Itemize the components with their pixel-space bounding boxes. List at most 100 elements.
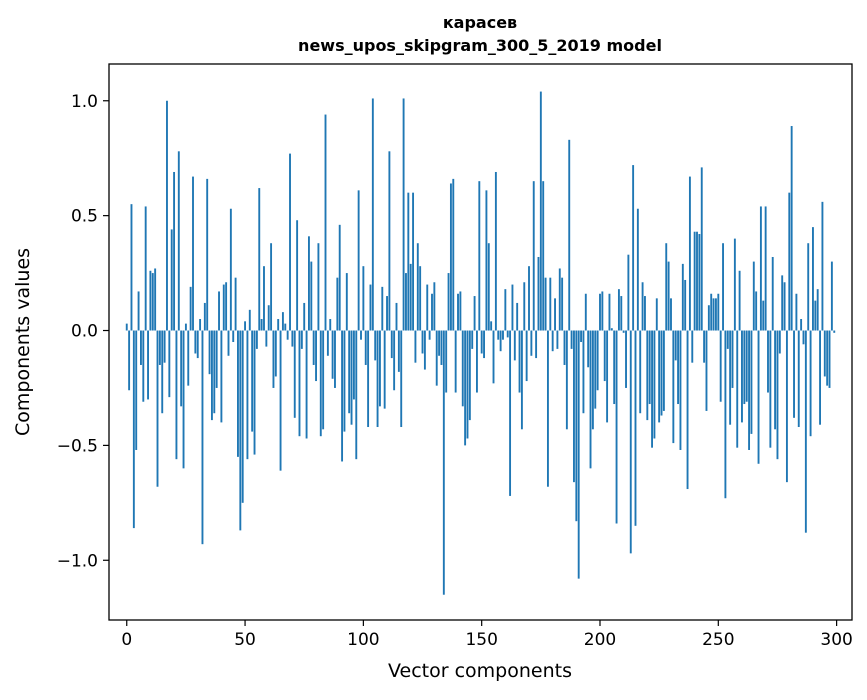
- bar: [823, 330, 826, 377]
- bar: [478, 181, 481, 331]
- bar: [310, 261, 313, 331]
- bar: [158, 330, 161, 365]
- bar: [821, 201, 824, 331]
- bar: [215, 330, 218, 388]
- x-tick-label: 250: [702, 630, 734, 650]
- bar: [338, 224, 341, 331]
- bar: [556, 330, 559, 349]
- bar: [168, 330, 171, 398]
- bar: [499, 330, 502, 352]
- bar: [705, 330, 708, 411]
- y-tick-label: 1.0: [71, 92, 98, 112]
- bar: [826, 330, 829, 386]
- bar: [412, 192, 415, 331]
- bar: [201, 330, 204, 545]
- bar: [345, 273, 348, 331]
- x-tick-label: 100: [347, 630, 379, 650]
- bar: [833, 330, 836, 333]
- bar: [409, 263, 412, 331]
- bar: [222, 284, 225, 331]
- bar: [707, 305, 710, 331]
- bar: [800, 319, 803, 331]
- bar: [312, 330, 315, 365]
- bar: [244, 321, 246, 331]
- bar: [419, 266, 422, 331]
- y-tick-label: −0.5: [57, 436, 98, 456]
- bar: [596, 330, 599, 391]
- bar: [757, 330, 760, 464]
- bar: [520, 330, 523, 430]
- bar: [355, 330, 358, 460]
- bar: [125, 323, 128, 331]
- bar: [764, 206, 767, 331]
- bar: [591, 330, 594, 430]
- bar: [759, 206, 762, 331]
- bar: [194, 330, 197, 354]
- bar: [388, 151, 391, 331]
- bar: [336, 277, 339, 331]
- bar: [733, 238, 736, 331]
- bar: [303, 302, 306, 331]
- bar: [785, 330, 788, 483]
- bar: [745, 330, 748, 402]
- bar: [814, 300, 817, 331]
- bar: [449, 183, 452, 331]
- bar: [490, 321, 493, 331]
- bar: [762, 300, 765, 331]
- y-tick-label: 0.0: [71, 322, 98, 342]
- bar: [225, 282, 228, 331]
- bar: [620, 296, 623, 331]
- bar: [549, 277, 552, 331]
- bar: [175, 330, 178, 460]
- bar: [506, 330, 509, 338]
- bar: [729, 330, 732, 425]
- bar: [610, 328, 613, 331]
- bar: [658, 330, 661, 423]
- bar: [397, 330, 400, 372]
- bar: [674, 330, 677, 361]
- bar: [390, 330, 393, 359]
- bar: [274, 330, 277, 377]
- bar: [180, 330, 183, 407]
- bar: [793, 330, 795, 418]
- bar: [362, 266, 365, 331]
- bar: [771, 256, 774, 331]
- bar: [457, 293, 459, 331]
- bar: [492, 330, 495, 384]
- bar: [738, 270, 741, 331]
- bar: [537, 256, 540, 331]
- bar: [296, 220, 299, 331]
- bar: [712, 298, 715, 331]
- bar: [776, 330, 779, 460]
- bar: [662, 330, 665, 411]
- bar: [189, 286, 192, 331]
- bar: [774, 330, 777, 430]
- bar: [471, 330, 474, 349]
- bar: [696, 231, 698, 331]
- bar: [703, 330, 706, 363]
- bar: [402, 98, 405, 331]
- bar: [461, 330, 464, 407]
- bar: [700, 167, 703, 331]
- bar: [277, 319, 280, 331]
- bar: [582, 330, 585, 414]
- bar: [816, 289, 819, 331]
- bar: [161, 330, 164, 414]
- bar: [542, 181, 545, 331]
- bar: [497, 330, 500, 340]
- bar: [128, 330, 131, 391]
- bar: [601, 291, 604, 331]
- bar: [383, 330, 386, 409]
- bar: [149, 270, 152, 331]
- bar: [693, 231, 696, 331]
- bar: [156, 330, 159, 487]
- bar: [426, 284, 429, 331]
- bar: [594, 330, 597, 409]
- bar: [717, 293, 720, 331]
- bar: [736, 330, 739, 448]
- bar: [381, 286, 384, 331]
- x-tick-label: 150: [465, 630, 497, 650]
- bar: [809, 330, 812, 437]
- bar: [466, 330, 469, 439]
- bar: [352, 330, 355, 400]
